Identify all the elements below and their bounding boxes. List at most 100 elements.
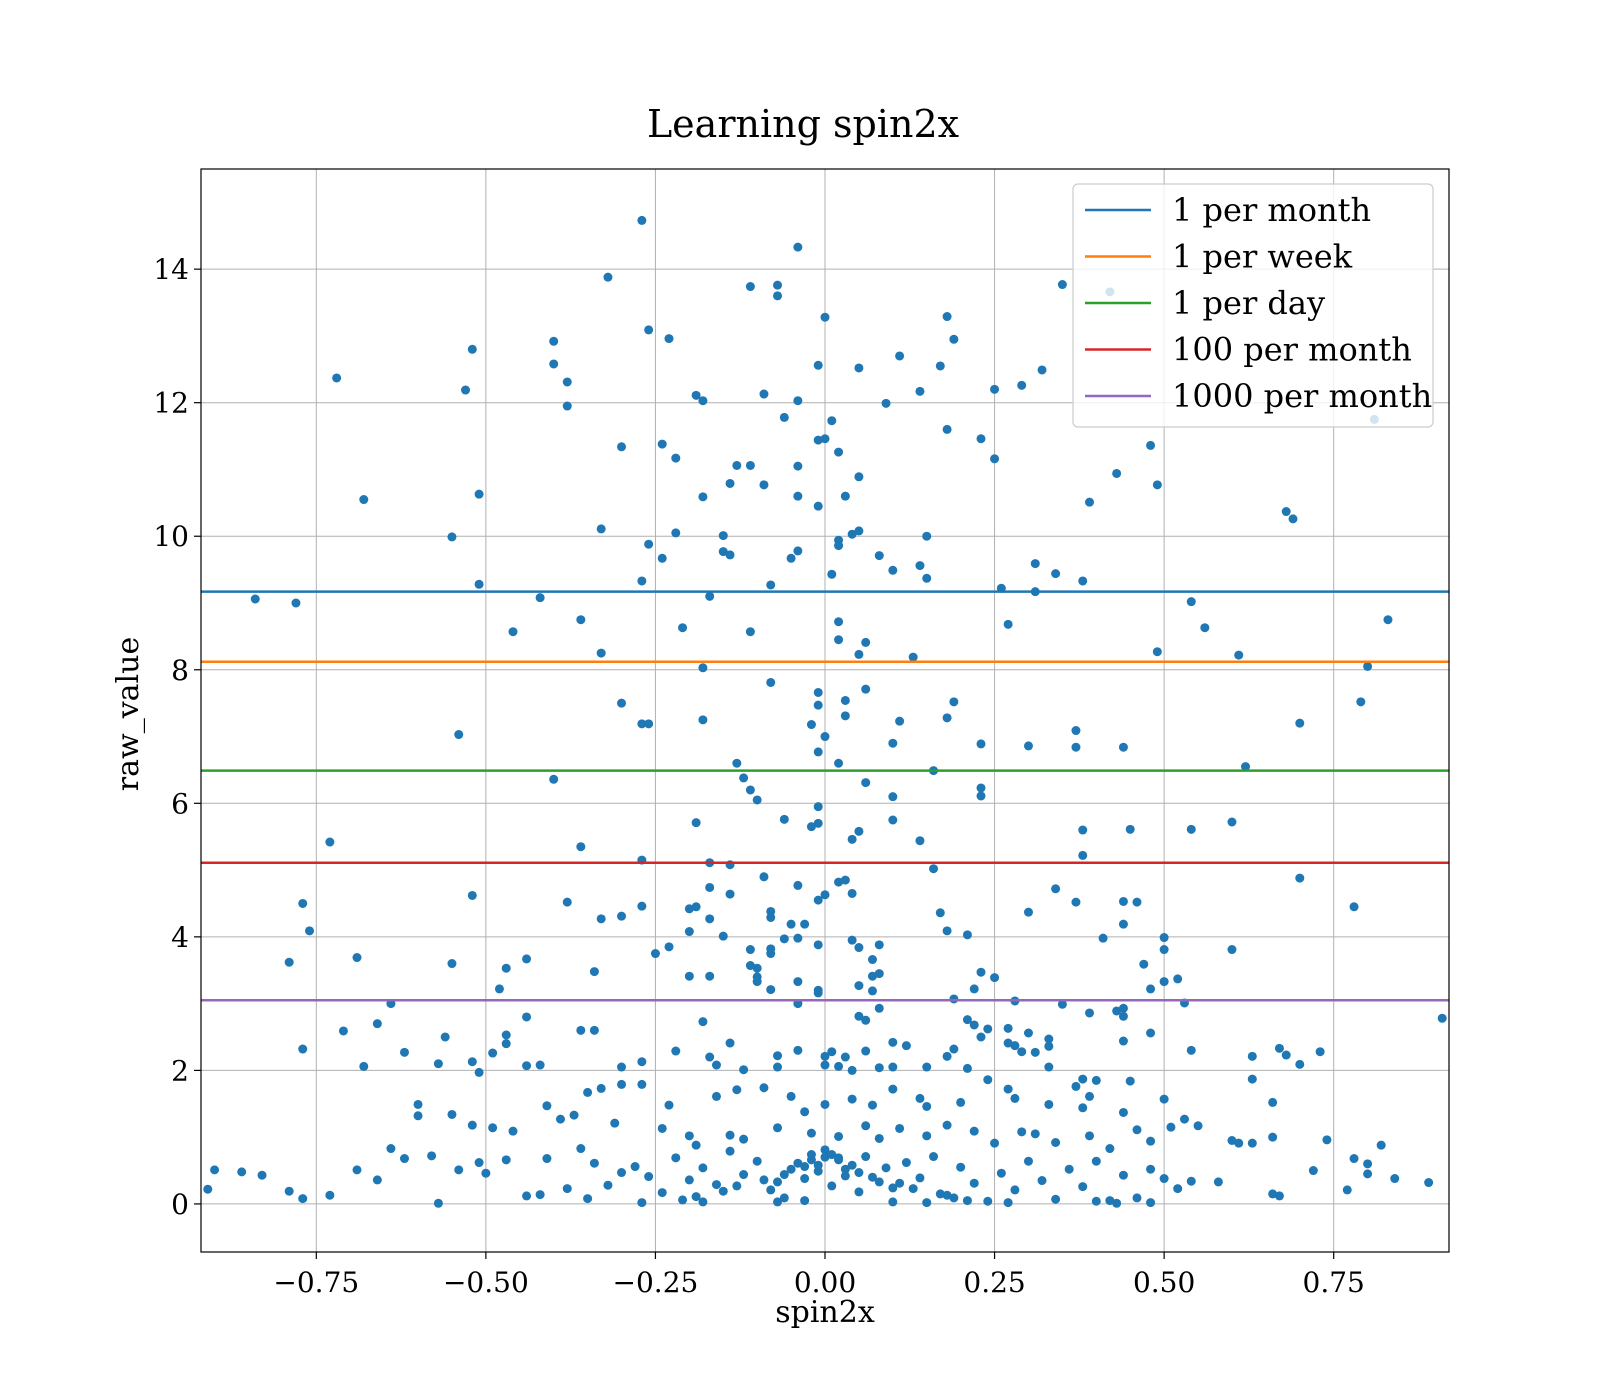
data-point <box>718 547 728 557</box>
data-point <box>834 877 844 887</box>
data-point <box>535 1190 545 1200</box>
data-point <box>1030 1129 1040 1139</box>
data-point <box>542 1101 552 1111</box>
data-point <box>1071 897 1081 907</box>
data-point <box>861 684 871 694</box>
data-point <box>562 377 572 387</box>
data-point <box>1241 762 1251 772</box>
data-point <box>698 715 708 725</box>
data-point <box>820 890 830 900</box>
data-point <box>399 1154 409 1164</box>
data-point <box>732 1181 742 1191</box>
data-point <box>1112 468 1122 478</box>
data-point <box>990 454 1000 464</box>
data-point <box>800 1196 810 1206</box>
x-tick-label: −0.50 <box>443 1266 529 1299</box>
data-point <box>711 1091 721 1101</box>
data-point <box>1105 1196 1115 1206</box>
data-point <box>284 957 294 967</box>
data-point <box>813 988 823 998</box>
data-point <box>1017 380 1027 390</box>
data-point <box>1227 945 1237 955</box>
data-point <box>454 730 464 740</box>
data-point <box>440 1032 450 1042</box>
data-point <box>834 617 844 627</box>
data-point <box>847 834 857 844</box>
y-axis-ticks: 0 2 4 6 8 10 12 14 <box>153 253 201 1221</box>
data-point <box>820 1099 830 1109</box>
data-point <box>454 1165 464 1175</box>
data-point <box>508 627 518 637</box>
data-point <box>766 912 776 922</box>
data-point <box>698 1197 708 1207</box>
data-point <box>745 282 755 292</box>
data-point <box>576 842 586 852</box>
data-point <box>1078 825 1088 835</box>
data-point <box>915 836 925 846</box>
y-tick-label: 12 <box>153 387 189 420</box>
data-point <box>888 738 898 748</box>
data-point <box>1078 1182 1088 1192</box>
data-point <box>522 1191 532 1201</box>
data-point <box>1085 497 1095 507</box>
data-point <box>1363 661 1373 671</box>
data-point <box>461 385 471 395</box>
data-point <box>942 1120 952 1130</box>
data-point <box>657 553 667 563</box>
data-point <box>1044 1041 1054 1051</box>
data-point <box>711 1180 721 1190</box>
data-point <box>834 1061 844 1071</box>
data-point <box>1152 480 1162 490</box>
data-point <box>813 802 823 812</box>
data-point <box>657 439 667 449</box>
data-point <box>535 1060 545 1070</box>
data-point <box>867 1100 877 1110</box>
data-point <box>542 1154 552 1164</box>
data-point <box>840 1164 850 1174</box>
data-point <box>752 1156 762 1166</box>
data-point <box>1146 1136 1156 1146</box>
data-point <box>433 1198 443 1208</box>
data-point <box>1105 1144 1115 1154</box>
data-point <box>555 1114 565 1124</box>
data-point <box>800 919 810 929</box>
data-point <box>867 955 877 965</box>
data-point <box>325 837 335 847</box>
data-point <box>813 687 823 697</box>
data-point <box>901 1041 911 1051</box>
data-point <box>745 961 755 971</box>
data-point <box>250 594 260 604</box>
data-point <box>739 1065 749 1075</box>
data-point <box>922 531 932 541</box>
data-point <box>888 565 898 575</box>
data-point <box>1030 559 1040 569</box>
data-point <box>956 1097 966 1107</box>
data-point <box>773 1051 783 1061</box>
data-point <box>1268 1097 1278 1107</box>
data-point <box>1078 1074 1088 1084</box>
data-point <box>1186 824 1196 834</box>
data-point <box>1315 1047 1325 1057</box>
data-point <box>433 1059 443 1069</box>
data-point <box>237 1167 247 1177</box>
data-point <box>861 1015 871 1025</box>
data-point <box>467 1057 477 1067</box>
data-point <box>447 1109 457 1119</box>
data-point <box>583 1087 593 1097</box>
data-point <box>800 1162 810 1172</box>
y-tick-label: 8 <box>171 654 189 687</box>
data-point <box>813 435 823 445</box>
data-point <box>1390 1174 1400 1184</box>
data-point <box>447 532 457 542</box>
data-point <box>888 815 898 825</box>
data-point <box>725 1130 735 1140</box>
data-point <box>976 791 986 801</box>
data-point <box>1186 597 1196 607</box>
data-point <box>1118 1003 1128 1013</box>
data-point <box>1071 1081 1081 1091</box>
data-point <box>820 1152 830 1162</box>
data-point <box>969 984 979 994</box>
data-point <box>474 579 484 589</box>
data-point <box>922 1131 932 1141</box>
data-point <box>1322 1135 1332 1145</box>
